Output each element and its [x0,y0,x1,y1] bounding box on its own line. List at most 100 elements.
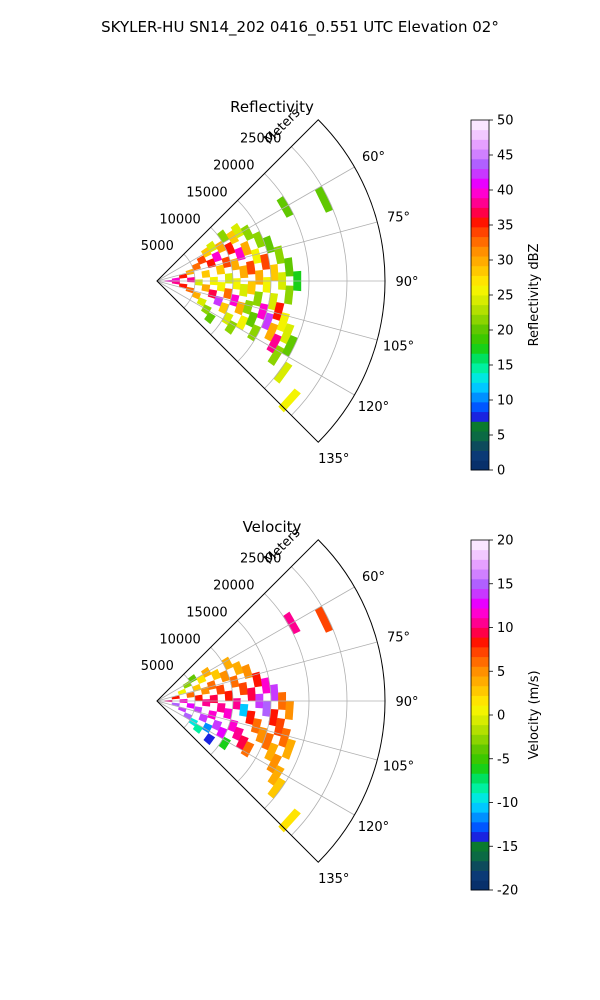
reflectivity-cell-23 [216,282,226,292]
colorbar-swatch [471,392,489,403]
radial-tick-label: 10000 [159,212,200,227]
reflectivity-cell-66 [264,322,279,342]
reflectivity-cell-55 [260,253,271,270]
colorbar-swatch [471,460,489,471]
colorbar-swatch [471,120,489,131]
velocity-cell-22 [209,694,218,704]
reflectivity-cell-73 [267,345,285,366]
velocity-cell-12 [194,694,203,701]
colorbar-swatch [471,411,489,422]
colorbar-tick-label: -10 [497,796,518,811]
colorbar-swatch [471,656,489,667]
colorbar-swatch [471,753,489,765]
velocity-cell-45 [245,710,256,725]
velocity-cell-10 [187,674,198,684]
colorbar-swatch [471,197,489,208]
reflectivity-cell-46 [247,281,256,295]
colorbar-swatch [471,880,489,891]
velocity-cell-67 [314,605,334,633]
reflectivity-cell-3 [178,273,188,279]
colorbar-swatch [471,715,489,726]
colorbar-swatch [471,637,489,648]
velocity-cell-30 [219,670,231,683]
velocity-cell-59 [264,742,279,762]
colorbar-swatch [471,744,489,755]
velocity-cell-40 [238,682,249,696]
velocity-cell-36 [232,698,241,710]
reflectivity-cell-47 [242,299,254,315]
velocity-cell-27 [216,703,226,713]
velocity-cell-60 [284,701,294,721]
reflectivity-colorbar-ticks: 0 5 10 15 20 25 30 35 40 45 50 [489,114,514,479]
velocity-cell-55 [268,708,279,727]
reflectivity-radial-labels: 5000 10000 15000 20000 25000 [141,132,282,254]
colorbar-tick-label: 5 [497,665,505,680]
velocity-cell-56 [261,732,275,751]
velocity-cell-26 [215,684,226,695]
colorbar-swatch [471,285,489,296]
colorbar-tick-label: 15 [497,577,514,592]
reflectivity-cell-13 [201,284,211,293]
velocity-cell-34 [221,656,234,671]
velocity-cell-39 [232,660,244,676]
velocity-cell-64 [267,765,285,786]
reflectivity-cell-11 [196,255,207,265]
radial-tick-label: 15000 [186,185,227,200]
reflectivity-cell-65 [272,302,285,321]
reflectivity-cell-8 [191,262,201,271]
velocity-title: Velocity [243,518,302,536]
velocity-cell-21 [206,680,217,690]
colorbar-swatch [471,236,489,247]
colorbar-swatch [471,440,489,451]
velocity-cell-54 [269,684,279,701]
reflectivity-cell-48 [235,315,249,331]
colorbar-swatch [471,158,489,170]
reflectivity-cell-70 [266,333,283,354]
angle-tick-label: 60° [362,570,385,585]
reflectivity-cell-31 [216,229,230,244]
colorbar-swatch [471,773,489,784]
colorbar-swatch [471,431,489,442]
radial-tick-label: 5000 [141,659,174,674]
colorbar-swatch [471,627,489,638]
colorbar-swatch [471,207,489,218]
colorbar-tick-label: 30 [497,254,514,269]
colorbar-swatch [471,314,489,325]
angle-tick-label: 90° [395,695,418,710]
grid-spoke-4 [156,280,355,396]
velocity-cell-53 [255,726,268,744]
velocity-cell-42 [232,726,244,742]
colorbar-swatch [471,598,489,609]
grid-spoke-3 [156,700,378,761]
colorbar-swatch [471,831,489,842]
radial-tick-label: 25000 [240,552,281,567]
colorbar-swatch [471,129,489,140]
reflectivity-cell-78 [278,388,301,413]
colorbar-swatch [471,559,489,570]
reflectivity-cell-63 [273,245,286,265]
velocity-cell-61 [278,727,291,748]
velocity-data-layer [164,605,334,833]
reflectivity-cell-51 [255,269,264,285]
colorbar-swatch [471,168,489,179]
colorbar-tick-label: 50 [497,114,514,129]
colorbar-swatch [471,783,489,794]
velocity-colorbar-ticks: -20 -15 -10 -5 0 5 10 15 20 [489,534,518,899]
colorbar-swatch [471,372,489,383]
colorbar-swatch [471,588,489,599]
reflectivity-cell-25 [204,312,216,325]
velocity-cell-43 [241,663,254,679]
reflectivity-cell-26 [214,240,227,254]
colorbar-swatch [471,246,489,257]
colorbar-tick-label: 40 [497,184,514,199]
reflectivity-cell-34 [232,278,241,290]
colorbar-swatch [471,569,489,580]
colorbar-swatch [471,802,489,813]
sector-outline [156,539,386,863]
colorbar-swatch [471,324,489,335]
reflectivity-panel: Reflectivity 5000 10000 15000 20000 25000 60… [141,98,542,479]
angle-tick-label: 75° [387,630,410,645]
reflectivity-cell-72 [279,323,295,345]
sector-outline [156,119,386,443]
figure-title: SKYLER-HU SN14_202 0416_0.551 UTC Elevat… [101,18,499,37]
